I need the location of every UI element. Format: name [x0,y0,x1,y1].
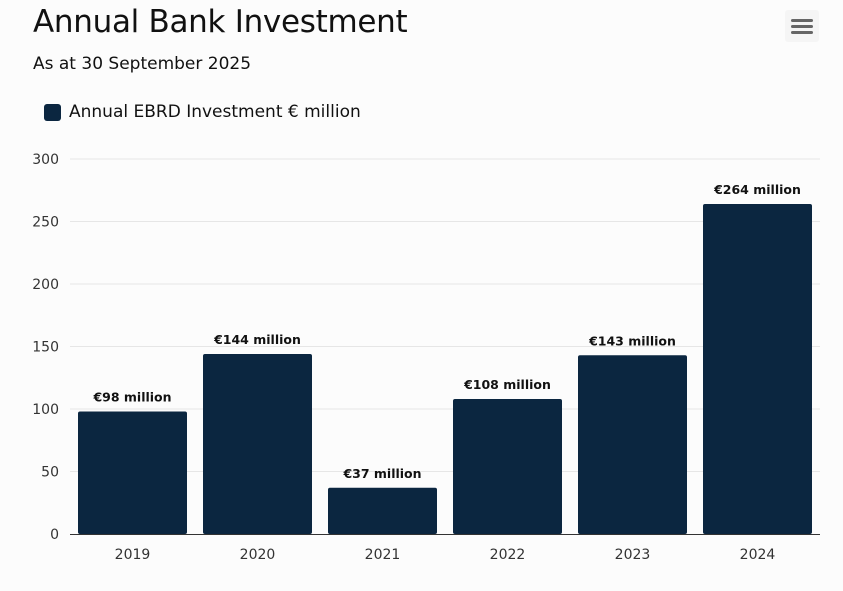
chart-subtitle: As at 30 September 2025 [33,54,252,74]
bar-2022 [453,399,562,534]
y-tick-label: 300 [32,152,59,168]
x-tick-label: 2021 [365,547,401,563]
data-label: €98 million [92,390,171,405]
data-label: €108 million [463,377,551,392]
x-tick-label: 2022 [490,547,526,563]
menu-bar [791,19,813,22]
data-label: €37 million [342,466,421,481]
x-tick-label: 2019 [115,547,151,563]
data-label: €144 million [213,332,301,347]
menu-bar [791,25,813,28]
legend-label: Annual EBRD Investment € million [69,102,361,122]
bar-2024 [703,204,812,534]
chart-title: Annual Bank Investment [33,4,408,40]
data-label: €143 million [588,333,676,348]
bar-2021 [328,487,437,534]
x-tick-label: 2024 [740,547,776,563]
bar-2019 [78,411,187,534]
x-tick-label: 2023 [615,547,651,563]
bar-2023 [578,355,687,534]
y-tick-label: 200 [32,277,59,293]
legend-swatch [44,103,61,121]
data-label: €264 million [713,182,801,197]
legend-item[interactable]: Annual EBRD Investment € million [44,102,361,122]
y-tick-label: 0 [50,527,59,543]
hamburger-menu-icon[interactable] [785,10,819,42]
bar-2020 [203,354,312,534]
y-tick-label: 250 [32,215,59,231]
menu-bar [791,31,813,34]
x-tick-label: 2020 [240,547,276,563]
y-tick-label: 100 [32,402,59,418]
y-tick-label: 50 [41,465,59,481]
y-tick-label: 150 [32,340,59,356]
